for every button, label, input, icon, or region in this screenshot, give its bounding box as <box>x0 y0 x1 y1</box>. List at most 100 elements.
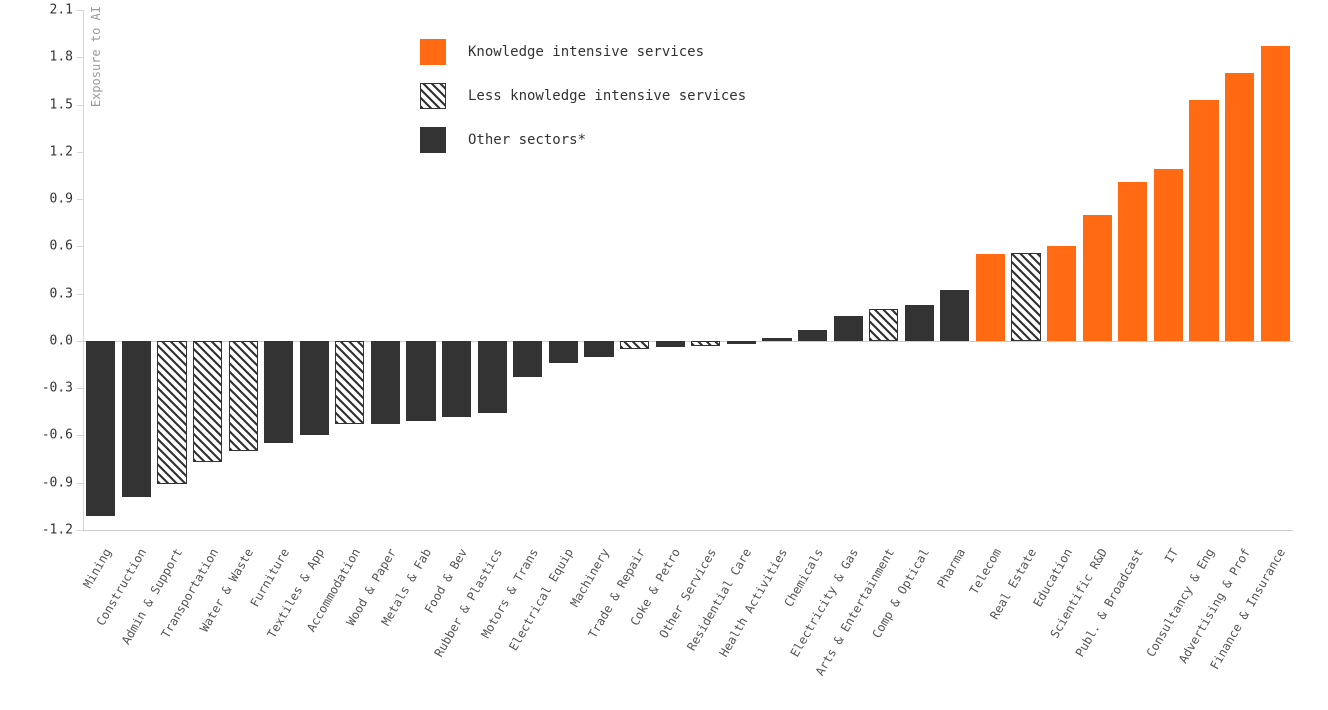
bar <box>300 341 329 436</box>
y-tick-label: 0.0 <box>13 333 73 348</box>
bar-fill <box>549 341 578 363</box>
y-tick-label: -0.9 <box>13 475 73 490</box>
bar <box>1261 46 1290 341</box>
bar-fill <box>1261 46 1290 341</box>
x-tick-label: Electrical Equip <box>507 546 577 653</box>
bar-fill <box>869 309 898 341</box>
bar-fill <box>1118 182 1147 341</box>
bar <box>1118 182 1147 341</box>
bar-fill <box>798 330 827 341</box>
bar <box>905 305 934 341</box>
y-tick-mark <box>77 388 83 389</box>
bar-fill <box>264 341 293 443</box>
bar-fill <box>727 341 756 344</box>
bar <box>406 341 435 421</box>
bar <box>1047 246 1076 341</box>
bar <box>620 341 649 349</box>
y-tick-label: -0.6 <box>13 428 73 443</box>
bar-fill <box>656 341 685 347</box>
bar <box>727 341 756 344</box>
bar <box>834 316 863 341</box>
bar <box>229 341 258 451</box>
bar-fill <box>86 341 115 516</box>
bar-fill <box>193 341 222 462</box>
y-tick-label: -1.2 <box>13 523 73 538</box>
legend-swatch <box>420 39 446 65</box>
y-axis-line <box>83 10 84 530</box>
bar-fill <box>905 305 934 341</box>
x-tick-label: Health Activities <box>717 546 791 659</box>
bar-fill <box>940 290 969 340</box>
bar <box>478 341 507 413</box>
bar-fill <box>300 341 329 436</box>
y-tick-label: 0.3 <box>13 286 73 301</box>
bar-fill <box>122 341 151 497</box>
y-tick-label: 1.2 <box>13 144 73 159</box>
legend-item: Knowledge intensive services <box>420 30 746 74</box>
y-tick-label: 0.9 <box>13 192 73 207</box>
x-tick-label: IT <box>1162 546 1181 566</box>
bar <box>335 341 364 425</box>
bar <box>691 341 720 346</box>
bar-fill <box>762 338 791 341</box>
bar <box>798 330 827 341</box>
x-tick-label: Mining <box>80 546 114 591</box>
y-tick-mark <box>77 435 83 436</box>
bar <box>122 341 151 497</box>
bar <box>86 341 115 516</box>
x-tick-label: Publ. & Broadcast <box>1072 546 1146 659</box>
legend-swatch <box>420 83 446 109</box>
y-tick-mark <box>77 199 83 200</box>
bar <box>193 341 222 462</box>
bar-fill <box>406 341 435 421</box>
bar <box>1225 73 1254 341</box>
x-tick-label: Electricity & Gas <box>788 546 862 659</box>
legend-swatch <box>420 127 446 153</box>
bar-fill <box>834 316 863 341</box>
bar <box>1154 169 1183 341</box>
bar-fill <box>620 341 649 349</box>
bar-fill <box>513 341 542 377</box>
y-tick-mark <box>77 246 83 247</box>
x-tick-label: Telecom <box>966 546 1003 597</box>
y-tick-label: 1.5 <box>13 97 73 112</box>
y-tick-label: 0.6 <box>13 239 73 254</box>
bar <box>371 341 400 425</box>
legend-item: Other sectors* <box>420 118 746 162</box>
bar <box>584 341 613 357</box>
bar-fill <box>1154 169 1183 341</box>
bar <box>513 341 542 377</box>
bar-fill <box>229 341 258 451</box>
bar <box>762 338 791 341</box>
bar-fill <box>1189 100 1218 341</box>
bar <box>976 254 1005 341</box>
y-tick-label: 1.8 <box>13 50 73 65</box>
bar <box>940 290 969 340</box>
bar <box>264 341 293 443</box>
legend-label: Less knowledge intensive services <box>468 88 746 104</box>
y-tick-mark <box>77 294 83 295</box>
y-tick-mark <box>77 105 83 106</box>
x-tick-label: Pharma <box>934 546 968 591</box>
y-tick-mark <box>77 152 83 153</box>
y-tick-label: -0.3 <box>13 381 73 396</box>
bar-fill <box>442 341 471 417</box>
legend-item: Less knowledge intensive services <box>420 74 746 118</box>
bar-fill <box>1011 253 1040 341</box>
ai-exposure-bar-chart: Exposure to AI-1.2-0.9-0.6-0.30.00.30.60… <box>0 0 1328 710</box>
legend-label: Knowledge intensive services <box>468 44 704 60</box>
bar <box>656 341 685 347</box>
y-tick-label: 2.1 <box>13 3 73 18</box>
bar-fill <box>584 341 613 357</box>
bar-fill <box>478 341 507 413</box>
bar-fill <box>371 341 400 425</box>
bar <box>1011 253 1040 341</box>
y-tick-mark <box>77 483 83 484</box>
bar-fill <box>976 254 1005 341</box>
x-axis-line <box>83 530 1293 531</box>
bar <box>1189 100 1218 341</box>
bar <box>549 341 578 363</box>
bar-fill <box>1225 73 1254 341</box>
x-tick-label: Consultancy & Eng <box>1144 546 1218 659</box>
y-tick-mark <box>77 10 83 11</box>
